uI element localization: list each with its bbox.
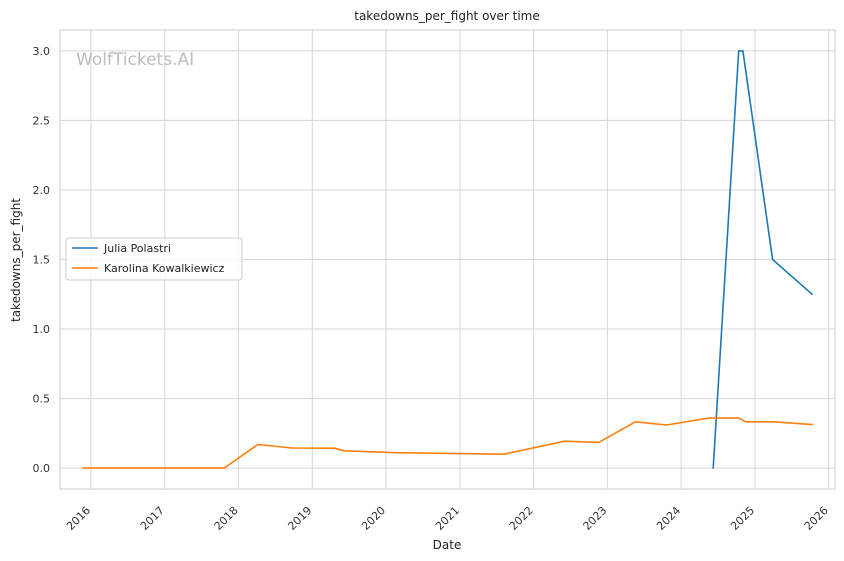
data-point-karolina-kowalkiewicz bbox=[665, 424, 668, 426]
x-tick-label: 2020 bbox=[359, 504, 388, 533]
y-tick-label: 2.0 bbox=[33, 184, 51, 197]
data-point-julia-polastri bbox=[737, 50, 740, 52]
y-tick-label: 2.5 bbox=[33, 114, 51, 127]
legend-label-karolina-kowalkiewicz: Karolina Kowalkiewicz bbox=[104, 262, 225, 275]
y-tick-label: 0.0 bbox=[33, 462, 51, 475]
data-point-karolina-kowalkiewicz bbox=[634, 421, 637, 423]
data-point-karolina-kowalkiewicz bbox=[333, 447, 336, 450]
y-axis-label: takedowns_per_fight bbox=[9, 198, 23, 322]
data-point-julia-polastri bbox=[742, 50, 744, 52]
x-tick-label: 2023 bbox=[580, 504, 609, 533]
y-tick-label: 1.0 bbox=[33, 323, 51, 336]
x-tick-label: 2025 bbox=[728, 504, 757, 533]
x-axis-label: Date bbox=[433, 538, 462, 552]
x-tick-label: 2018 bbox=[212, 504, 241, 533]
data-point-karolina-kowalkiewicz bbox=[343, 450, 346, 452]
data-point-karolina-kowalkiewicz bbox=[81, 467, 84, 469]
data-point-karolina-kowalkiewicz bbox=[223, 467, 225, 469]
legend-label-julia-polastri: Julia Polastri bbox=[103, 242, 171, 255]
data-point-julia-polastri bbox=[771, 258, 774, 261]
x-axis-ticks: 2016 2017 2018 2019 2020 2021 2022 2023 2024 2025… bbox=[64, 504, 831, 533]
data-point-julia-polastri bbox=[811, 293, 813, 296]
data-point-karolina-kowalkiewicz bbox=[395, 451, 398, 454]
y-tick-label: 3.0 bbox=[33, 45, 51, 58]
legend: Julia Polastri Karolina Kowalkiewicz bbox=[65, 237, 243, 281]
data-point-karolina-kowalkiewicz bbox=[811, 423, 813, 426]
data-point-karolina-kowalkiewicz bbox=[744, 421, 747, 423]
data-point-karolina-kowalkiewicz bbox=[773, 421, 775, 423]
chart-title: takedowns_per_fight over time bbox=[354, 9, 540, 23]
x-tick-label: 2022 bbox=[507, 504, 536, 533]
legend-box bbox=[65, 237, 243, 281]
x-tick-label: 2016 bbox=[64, 504, 93, 533]
y-tick-label: 1.5 bbox=[33, 254, 51, 267]
y-axis-ticks: 0.0 0.5 1.0 1.5 2.0 2.5 3.0 bbox=[33, 45, 51, 475]
data-point-karolina-kowalkiewicz bbox=[257, 443, 259, 446]
data-point-karolina-kowalkiewicz bbox=[503, 453, 505, 456]
x-tick-label: 2021 bbox=[433, 504, 462, 533]
data-point-karolina-kowalkiewicz bbox=[291, 447, 293, 449]
series-layer bbox=[81, 50, 813, 469]
data-point-julia-polastri bbox=[712, 467, 714, 469]
data-point-karolina-kowalkiewicz bbox=[737, 417, 740, 419]
y-tick-label: 0.5 bbox=[33, 393, 51, 406]
data-point-karolina-kowalkiewicz bbox=[597, 441, 600, 444]
watermark: WolfTickets.AI bbox=[76, 50, 194, 70]
x-tick-label: 2024 bbox=[654, 504, 683, 533]
x-tick-label: 2026 bbox=[802, 504, 831, 533]
x-tick-label: 2017 bbox=[138, 504, 167, 533]
x-tick-label: 2019 bbox=[285, 504, 314, 533]
data-point-karolina-kowalkiewicz bbox=[563, 440, 566, 443]
data-point-karolina-kowalkiewicz bbox=[708, 417, 710, 419]
